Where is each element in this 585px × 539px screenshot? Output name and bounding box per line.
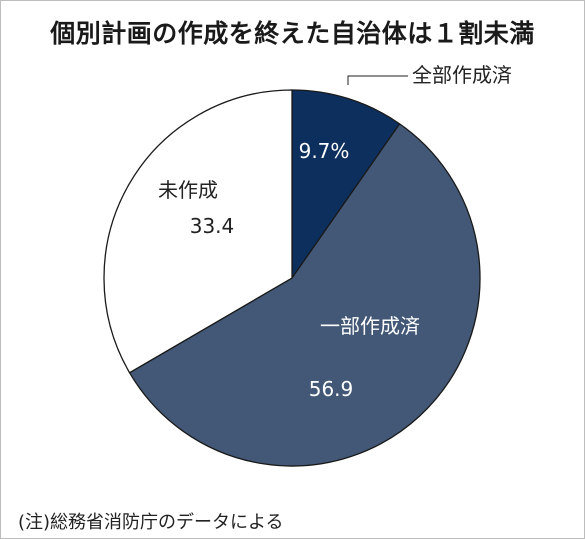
leader-line-complete	[347, 75, 408, 85]
chart-title: 個別計画の作成を終えた自治体は１割未満	[50, 19, 535, 48]
pie-slice-none	[103, 89, 293, 374]
slice-value-none: 33.4	[190, 214, 235, 238]
slice-value-complete: 9.7%	[299, 139, 350, 163]
slice-label-none: 未作成	[158, 178, 218, 202]
slice-label-complete: 全部作成済	[412, 63, 512, 87]
pie-slice-complete	[291, 89, 401, 281]
pie-slice-partial	[128, 122, 481, 467]
source-note: (注)総務省消防庁のデータによる	[18, 512, 284, 533]
slice-value-partial: 56.9	[309, 377, 354, 401]
slice-label-partial: 一部作成済	[320, 314, 420, 338]
